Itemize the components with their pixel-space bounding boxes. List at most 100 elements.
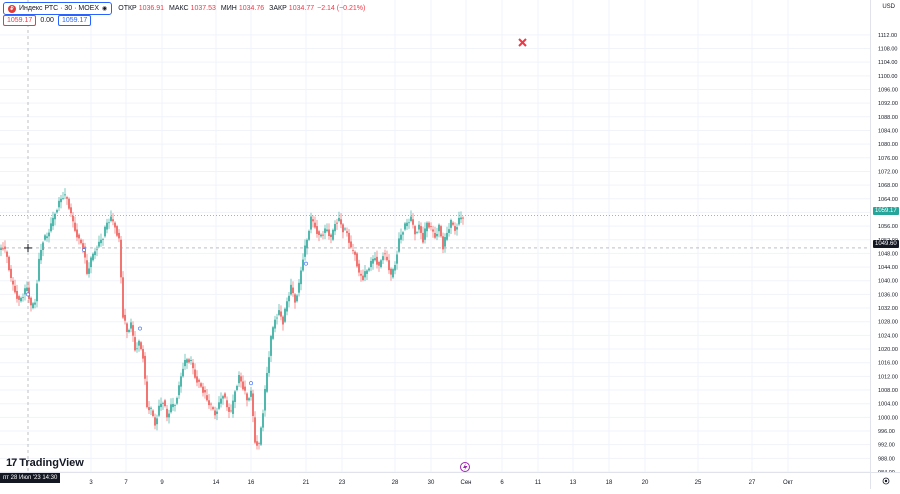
candle-body <box>82 243 84 250</box>
settings-corner[interactable] <box>870 472 900 489</box>
candle-body <box>460 217 462 220</box>
tradingview-logo[interactable]: 17 TradingView <box>6 457 84 469</box>
candle-body <box>144 355 146 379</box>
candle-body <box>80 239 82 244</box>
candle-body <box>286 301 288 312</box>
candle-body <box>262 413 264 428</box>
candle-body <box>62 198 64 199</box>
candle-body <box>136 348 138 350</box>
candle-body <box>204 390 206 393</box>
candle-body <box>180 376 182 387</box>
candle-body <box>362 275 364 281</box>
candle-body <box>200 383 202 387</box>
candle-body <box>378 261 380 266</box>
candle-body <box>398 238 400 252</box>
sell-price-box[interactable]: 1059.17 <box>3 15 37 26</box>
candle-body <box>330 234 332 238</box>
candle-body <box>128 329 130 332</box>
candle-body <box>424 228 426 240</box>
candle-body <box>418 224 420 230</box>
candle-body <box>284 308 286 322</box>
candle-body <box>116 226 118 236</box>
candle-body <box>210 403 212 405</box>
candle-body <box>272 327 274 339</box>
price-tick-label: 1092.00 <box>878 101 898 107</box>
candle-body <box>430 226 432 227</box>
candle-body <box>372 258 374 264</box>
candle-body <box>98 241 100 247</box>
candle-body <box>166 408 168 418</box>
candle-body <box>228 407 230 412</box>
candle-body <box>160 403 162 408</box>
buy-price-box[interactable]: 1059.17 <box>57 15 92 26</box>
ohlc-value: 1034.76 <box>238 5 265 12</box>
candle-body <box>312 219 314 222</box>
time-tick-label: 30 <box>428 480 435 486</box>
candle-body <box>402 232 404 235</box>
price-tick-label: 1048.00 <box>878 251 898 257</box>
candle-body <box>178 385 180 396</box>
candle-body <box>342 224 344 233</box>
ohlc-key: ЗАКР <box>269 5 287 12</box>
candle-body <box>16 290 18 299</box>
price-tick-label: 1028.00 <box>878 320 898 326</box>
time-tick-label: 21 <box>303 480 310 486</box>
candle-body <box>280 311 282 317</box>
candle-body <box>236 385 238 391</box>
candle-body <box>276 317 278 319</box>
price-tick-label: 1100.00 <box>878 74 897 80</box>
price-tick-label: 1008.00 <box>878 388 898 394</box>
candle-body <box>150 407 152 409</box>
price-tick-label: 1080.00 <box>878 142 898 148</box>
time-tick-label: 14 <box>213 480 220 486</box>
price-tick-label: 1068.00 <box>878 183 898 189</box>
chart-pane[interactable] <box>0 0 870 473</box>
candle-body <box>172 404 174 408</box>
candle-body <box>96 249 98 251</box>
candle-body <box>76 229 78 238</box>
candle-body <box>252 393 254 416</box>
dividend-marker <box>82 248 86 252</box>
candle-body <box>108 222 110 224</box>
candle-body <box>192 362 194 369</box>
eye-icon[interactable]: ◉ <box>102 6 108 12</box>
candle-body <box>110 216 112 221</box>
candle-body <box>326 229 328 232</box>
candle-body <box>408 222 410 224</box>
candlestick-chart[interactable] <box>0 0 870 473</box>
candle-body <box>158 405 160 416</box>
candle-body <box>188 359 190 363</box>
price-tick-label: 1076.00 <box>878 156 898 162</box>
ohlc-value: 1034.77 <box>288 5 315 12</box>
candle-body <box>4 246 6 249</box>
currency-label[interactable]: USD <box>882 4 895 10</box>
price-axis[interactable]: USD 1112.00 1108.00 1104.00 1100.00 1096.00 1… <box>870 0 900 472</box>
candle-body <box>304 245 306 257</box>
candle-body <box>348 232 350 243</box>
candle-body <box>438 224 440 232</box>
candle-body <box>208 400 210 406</box>
candle-body <box>360 273 362 276</box>
candle-body <box>406 222 408 227</box>
price-tick-label: 1016.00 <box>878 361 898 367</box>
candle-body <box>114 222 116 228</box>
time-tick-label: 11 <box>535 480 542 486</box>
candle-body <box>302 259 304 271</box>
candle-body <box>396 254 398 264</box>
candle-body <box>164 400 166 407</box>
candle-body <box>260 427 262 445</box>
candle-body <box>118 232 120 239</box>
symbol-selector[interactable]: ₽ Индекс РТС · 30 · MOEX ◉ <box>3 2 113 15</box>
candle-body <box>104 226 106 237</box>
time-tick-label: 23 <box>339 480 346 486</box>
candle-body <box>100 239 102 244</box>
candle-body <box>350 241 352 248</box>
candle-body <box>142 349 144 359</box>
candle-body <box>212 407 214 410</box>
candle-body <box>120 239 122 278</box>
candle-body <box>370 260 372 268</box>
gear-icon[interactable] <box>871 473 900 489</box>
candle-body <box>174 405 176 406</box>
time-axis[interactable]: 3 7 9 14 16 21 23 28 30 Сен 6 11 13 18 20 25 27 Окт <box>0 472 870 489</box>
logo-text: TradingView <box>19 457 84 469</box>
